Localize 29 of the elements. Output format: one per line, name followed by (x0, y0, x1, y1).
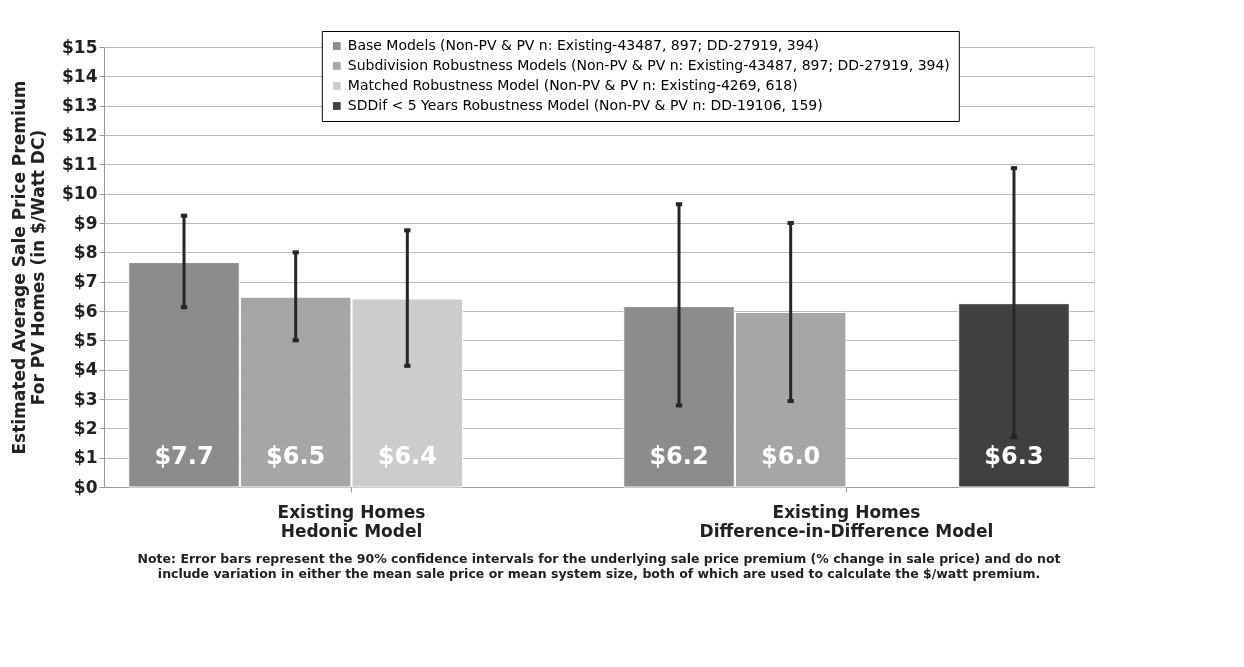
data-label: $6.2 (649, 442, 709, 470)
y-tick-label: $4 (73, 359, 98, 380)
legend-label: Matched Robustness Model (Non-PV & PV n: Existing-4269, 618) (347, 77, 798, 93)
y-tick-label: $7 (73, 271, 98, 292)
legend-label: Base Models (Non-PV & PV n: Existing-43487, 897; DD-27919, 394) (347, 37, 819, 53)
y-tick-label: $2 (73, 417, 98, 438)
legend-label: SDDif < 5 Years Robustness Model (Non-PV & PV n: DD-19106, 159) (347, 97, 823, 113)
y-tick-label: $13 (62, 95, 98, 116)
data-label: $6.3 (984, 442, 1044, 470)
y-tick-label: $15 (62, 36, 98, 57)
data-label: $6.5 (266, 442, 326, 470)
y-tick-label: $10 (62, 183, 98, 204)
y-tick-label: $0 (73, 476, 98, 497)
y-tick-label: $1 (73, 447, 98, 468)
y-tick-label: $14 (62, 65, 98, 86)
y-tick-label: $11 (62, 153, 98, 174)
legend-label: Subdivision Robustness Models (Non-PV & PV n: Existing-43487, 897; DD-27919, 394) (347, 57, 950, 73)
y-axis-title: Estimated Average Sale Price Premium For PV Homes (in $/Watt DC) (9, 80, 49, 455)
x-tick-label: Existing Homes Hedonic Model (277, 501, 426, 541)
y-tick-label: $12 (62, 124, 98, 145)
y-tick-label: $8 (73, 241, 98, 262)
y-tick-label: $6 (73, 300, 98, 321)
x-tick-label: Existing Homes Difference-in-Difference Model (699, 501, 994, 541)
data-label: $6.0 (761, 442, 821, 470)
text: Note: Error bars represent the 90% confidence intervals for the underlying sale price premium (% change in sale price) and do not include variation in either the mean sale price or mean system size, both of which are used to calculate the $/watt premium. (137, 551, 1061, 581)
y-tick-label: $5 (73, 329, 98, 350)
data-label: $7.7 (154, 442, 214, 470)
y-tick-label: $9 (73, 212, 98, 233)
y-tick-label: $3 (73, 388, 98, 409)
